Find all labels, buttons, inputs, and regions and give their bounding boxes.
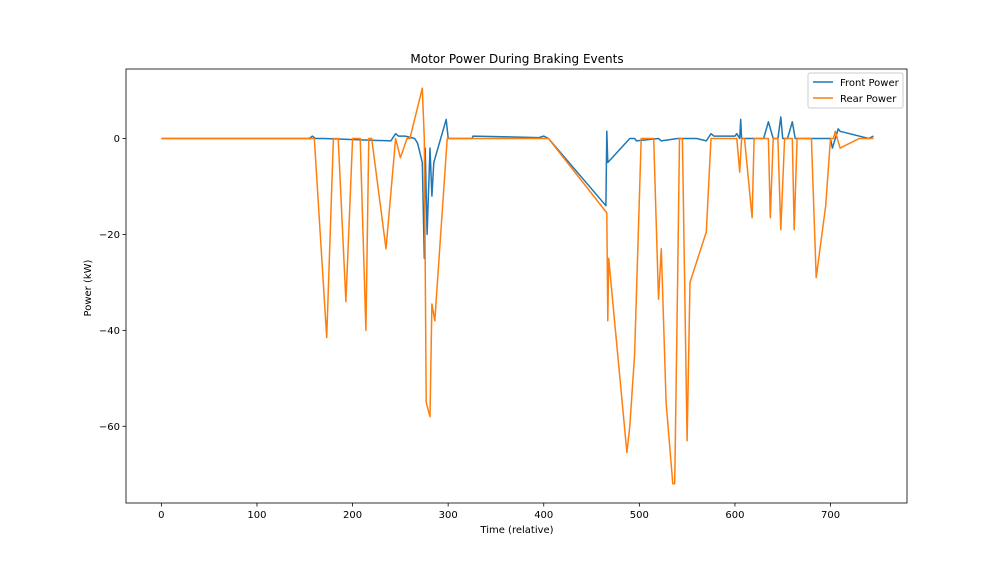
x-tick-label: 500 (630, 510, 649, 521)
series-line-rear-power (161, 87, 874, 485)
y-tick-label: −60 (99, 422, 120, 433)
x-tick-label: 300 (439, 510, 458, 521)
y-tick-label: 0 (114, 134, 120, 145)
chart-title: Motor Power During Braking Events (410, 52, 623, 66)
series-layer (161, 87, 874, 485)
x-tick-label: 600 (725, 510, 744, 521)
y-tick-label: −40 (99, 326, 120, 337)
axes-layer: 0 100 200 300 400 500 600 700 0 −20 −40 −60 (99, 68, 908, 521)
y-tick-label: −20 (99, 230, 120, 241)
x-tick-label: 700 (821, 510, 840, 521)
legend-label-front: Front Power (840, 78, 900, 89)
x-tick-label: 400 (534, 510, 553, 521)
legend-label-rear: Rear Power (840, 94, 897, 105)
plot-frame (125, 68, 908, 504)
x-axis-label: Time (relative) (479, 525, 553, 536)
x-tick-label: 200 (343, 510, 362, 521)
x-tick-label: 100 (247, 510, 266, 521)
y-axis-label: Power (kW) (83, 259, 94, 316)
legend: Front Power Rear Power (807, 72, 904, 109)
x-tick-label: 0 (158, 510, 164, 521)
